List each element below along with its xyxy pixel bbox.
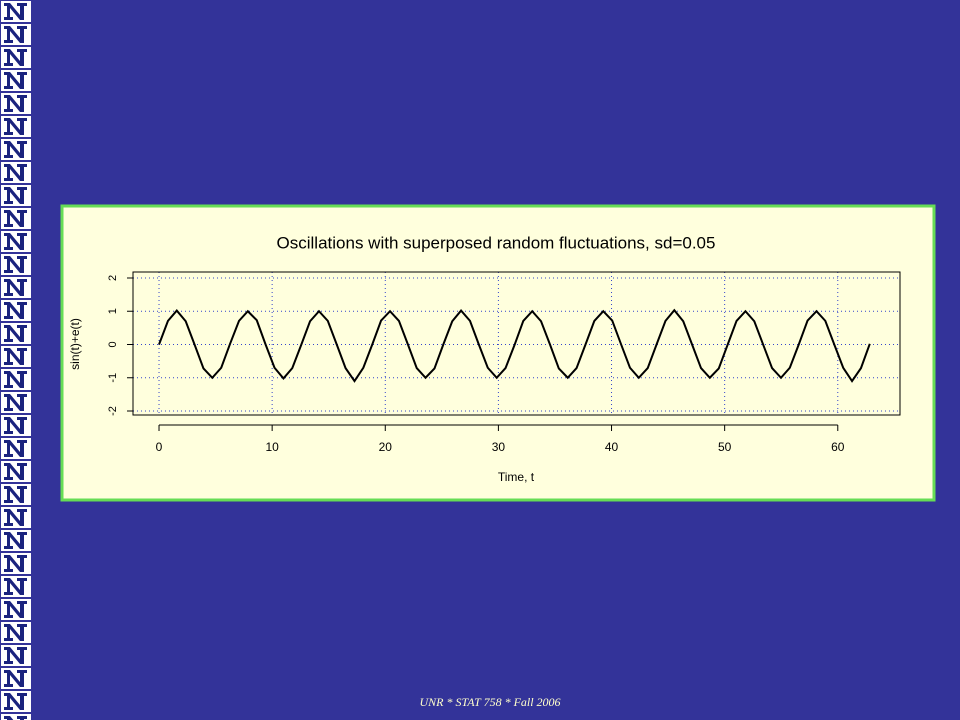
x-axis-label: Time, t — [498, 470, 535, 484]
x-tick-label: 0 — [156, 440, 163, 454]
data-line — [158, 308, 871, 383]
x-tick-label: 40 — [605, 440, 619, 454]
y-tick-label: -1 — [107, 373, 119, 383]
logo-strip — [0, 0, 34, 720]
plot-frame — [132, 271, 901, 416]
y-tick-label: 0 — [107, 341, 119, 347]
x-tick-label: 20 — [379, 440, 393, 454]
x-tick-label: 30 — [492, 440, 506, 454]
footer: UNR * STAT 758 * Fall 2006 — [419, 695, 560, 709]
y-tick-label: -2 — [107, 406, 119, 416]
y-tick-label: 2 — [107, 275, 119, 281]
x-tick-label: 10 — [265, 440, 279, 454]
y-tick-label: 1 — [107, 308, 119, 314]
y-axis-label: sin(t)+e(t) — [68, 318, 82, 370]
x-tick-label: 50 — [718, 440, 732, 454]
x-tick-label: 60 — [831, 440, 845, 454]
chart-title: Oscillations with superposed random fluc… — [277, 233, 716, 252]
